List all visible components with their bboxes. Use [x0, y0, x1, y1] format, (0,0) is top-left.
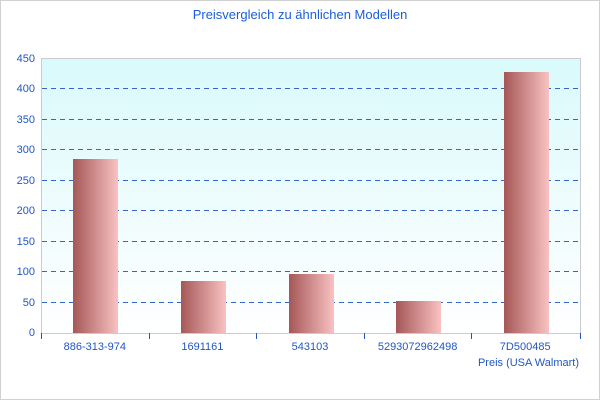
chart-title: Preisvergleich zu ähnlichen Modellen	[192, 7, 408, 22]
y-axis-tick-label: 350	[16, 113, 35, 126]
bar	[396, 300, 442, 333]
x-axis-tick	[256, 333, 258, 339]
bar	[288, 273, 334, 333]
x-axis-category-label: 7D500485	[499, 341, 551, 353]
gridline	[42, 271, 580, 273]
y-axis-tick-label: 250	[16, 174, 35, 187]
x-axis-title: Preis (USA Walmart)	[477, 357, 579, 369]
y-axis-tick-label: 50	[22, 296, 35, 309]
x-axis-tick	[580, 333, 581, 339]
x-axis-tick	[148, 333, 150, 339]
x-axis-category-label: 5293072962498	[377, 341, 458, 353]
gridline	[42, 240, 580, 242]
y-axis-tick-label: 100	[16, 266, 35, 279]
x-axis-tick	[471, 333, 473, 339]
bar	[180, 281, 226, 333]
x-axis-category-label: 543103	[291, 341, 329, 353]
x-axis-tick	[363, 333, 365, 339]
y-axis-tick-label: 0	[28, 327, 35, 339]
x-axis-tick	[41, 333, 42, 339]
x-axis-category-label: 886-313-974	[63, 341, 126, 353]
bar	[73, 159, 119, 333]
y-axis-tick-label: 450	[16, 53, 35, 65]
gridline	[42, 179, 580, 181]
gridline	[42, 118, 580, 120]
x-axis-category-label: 1691161	[181, 341, 224, 353]
bar	[503, 72, 549, 333]
y-axis-tick-label: 400	[16, 83, 35, 96]
y-axis-tick-label: 300	[16, 144, 35, 157]
gridline	[42, 210, 580, 212]
y-axis-tick-label: 200	[16, 205, 35, 218]
gridline	[42, 149, 580, 151]
y-axis-tick-label: 150	[16, 235, 35, 248]
plot-area	[41, 58, 581, 334]
gridline	[42, 88, 580, 90]
